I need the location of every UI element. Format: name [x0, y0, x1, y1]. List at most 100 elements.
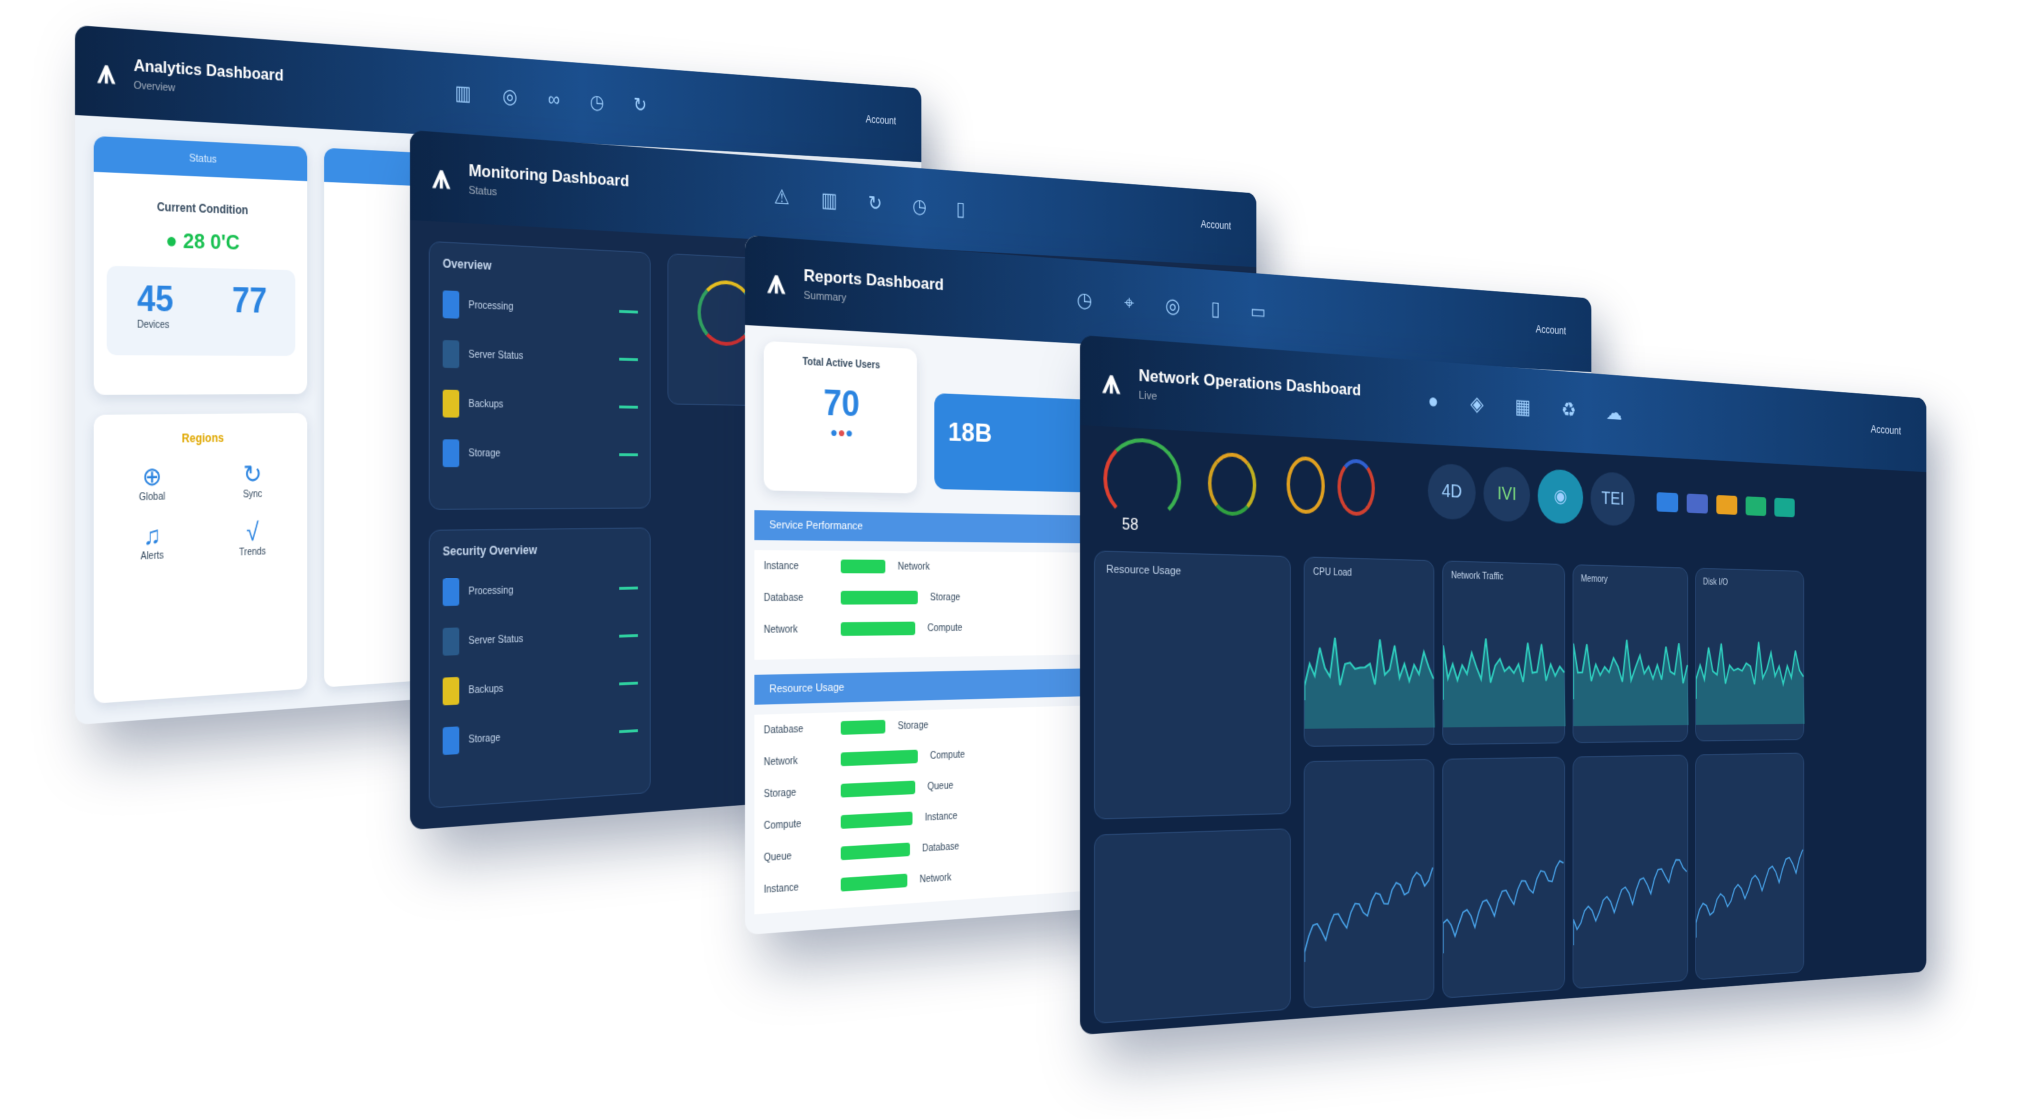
- progress-bar: [840, 590, 918, 605]
- resource-panel: Resource Usage: [1094, 550, 1291, 820]
- security-panel: Security Overview Processing Server Statu…: [428, 527, 651, 809]
- bar-chart-icon[interactable]: ▥: [821, 188, 838, 212]
- pin-icon[interactable]: ⌖: [1124, 290, 1135, 315]
- chart-panel: [1442, 756, 1566, 999]
- tile-global[interactable]: ⊕ Global: [109, 461, 195, 504]
- row-value: Compute: [927, 622, 963, 634]
- row-label: Instance: [763, 560, 799, 572]
- sparkline-chart: [1304, 596, 1436, 729]
- action-button[interactable]: [1774, 497, 1795, 518]
- list-item[interactable]: Backups: [442, 664, 638, 712]
- mode-button-tei[interactable]: TEI: [1590, 471, 1635, 527]
- circle-icon[interactable]: ●: [1427, 388, 1439, 413]
- item-label: Storage: [468, 732, 501, 746]
- stat-b: 77: [232, 280, 267, 321]
- chart-panel: CPU Load: [1303, 556, 1436, 747]
- action-button[interactable]: [1716, 494, 1738, 515]
- row-value: Compute: [930, 749, 965, 762]
- mode-button-ivi[interactable]: IVI: [1483, 465, 1531, 523]
- item-icon: [442, 389, 460, 418]
- recycle-icon[interactable]: ♻︎: [1561, 397, 1577, 422]
- gauge-ring: [1337, 458, 1375, 517]
- status-bar: [619, 309, 638, 314]
- chart-panel: Network Traffic: [1442, 560, 1566, 745]
- status-bar: [619, 357, 638, 361]
- sparkline-chart: [1695, 603, 1805, 725]
- file-icon[interactable]: ▯: [956, 197, 966, 221]
- list-item[interactable]: Server Status: [442, 616, 638, 662]
- regions-card: Regions ⊕ Global ↻ Sync ♫ Alerts √ Trends: [93, 413, 308, 704]
- trend-line: [1443, 861, 1563, 954]
- chart-panel: [1695, 752, 1805, 981]
- item-icon: [442, 290, 460, 319]
- user-menu[interactable]: Account: [1535, 322, 1566, 337]
- row-value: Storage: [897, 719, 929, 732]
- user-menu[interactable]: Account: [1870, 422, 1901, 437]
- list-item[interactable]: Storage: [442, 711, 638, 761]
- sparkline-area: [1695, 641, 1805, 725]
- tile-alerts[interactable]: ♫ Alerts: [109, 519, 195, 563]
- progress-bar: [840, 621, 916, 636]
- list-item[interactable]: Storage: [442, 433, 638, 473]
- card-title: Total Active Users: [802, 356, 881, 372]
- panel-title: Resource Usage: [1106, 563, 1182, 578]
- progress-bar: [840, 719, 886, 735]
- user-menu[interactable]: Account: [1200, 217, 1231, 232]
- mode-button-4d[interactable]: 4D: [1427, 462, 1476, 521]
- grid-icon[interactable]: ▦: [1514, 394, 1531, 419]
- item-label: Backups: [468, 683, 504, 696]
- panel-title: Disk I/O: [1702, 577, 1728, 588]
- panel-title: Security Overview: [442, 543, 538, 559]
- list-item[interactable]: Backups: [442, 384, 638, 426]
- signal-icon[interactable]: ◎: [1165, 293, 1181, 318]
- folder-icon[interactable]: ▭: [1250, 299, 1266, 323]
- item-icon: [442, 439, 460, 468]
- user-menu[interactable]: Account: [865, 112, 896, 127]
- item-label: Server Status: [468, 349, 524, 362]
- status-bar: [619, 681, 638, 685]
- action-button[interactable]: [1656, 492, 1679, 513]
- item-label: Storage: [468, 447, 501, 459]
- tag-icon[interactable]: ◈: [1470, 391, 1484, 416]
- clock-icon[interactable]: ◷: [1076, 287, 1093, 312]
- refresh-icon[interactable]: ↻: [633, 93, 647, 117]
- bar-chart-icon[interactable]: ▥: [454, 81, 472, 106]
- panel-title: Overview: [442, 256, 492, 273]
- sparkline-area: [1443, 638, 1566, 728]
- row-value: Queue: [927, 780, 954, 793]
- item-label: Backups: [468, 398, 504, 410]
- cloud-icon[interactable]: ☁︎: [1605, 401, 1623, 425]
- row-label: Network: [763, 755, 798, 768]
- item-icon: [442, 726, 460, 756]
- line-chart: [1443, 829, 1566, 981]
- row-value: Storage: [930, 592, 961, 603]
- refresh-icon[interactable]: ↻: [868, 191, 883, 215]
- list-item[interactable]: Processing: [442, 568, 638, 612]
- item-label: Processing: [468, 585, 514, 598]
- action-button[interactable]: [1686, 493, 1708, 514]
- trend-line: [1696, 850, 1803, 938]
- tile-trends[interactable]: √ Trends: [211, 516, 294, 559]
- side-panel: [1094, 828, 1291, 1024]
- action-button[interactable]: [1745, 496, 1767, 517]
- progress-bar: [840, 842, 910, 861]
- signal-icon[interactable]: ◎: [502, 84, 518, 108]
- item-label: Processing: [468, 299, 514, 313]
- clock-icon[interactable]: ◷: [912, 194, 927, 218]
- stat-a: 45: [137, 278, 174, 320]
- file-icon[interactable]: ▯: [1210, 296, 1221, 321]
- trend-icon: √: [246, 517, 259, 547]
- status-bar: [619, 728, 638, 733]
- item-icon: [442, 339, 460, 369]
- users-value: 70: [823, 382, 860, 425]
- list-item[interactable]: Server Status: [442, 334, 638, 378]
- app-logo: ⩚: [97, 52, 116, 91]
- mode-button-active[interactable]: ◉: [1537, 468, 1584, 525]
- alert-icon[interactable]: ⚠︎: [773, 184, 790, 209]
- tile-sync[interactable]: ↻ Sync: [211, 459, 294, 501]
- line-chart: [1696, 821, 1805, 964]
- chart-panel: [1303, 758, 1435, 1009]
- clock-icon[interactable]: ◷: [589, 90, 605, 114]
- list-item[interactable]: Processing: [442, 284, 638, 330]
- link-icon[interactable]: ∞: [547, 87, 560, 111]
